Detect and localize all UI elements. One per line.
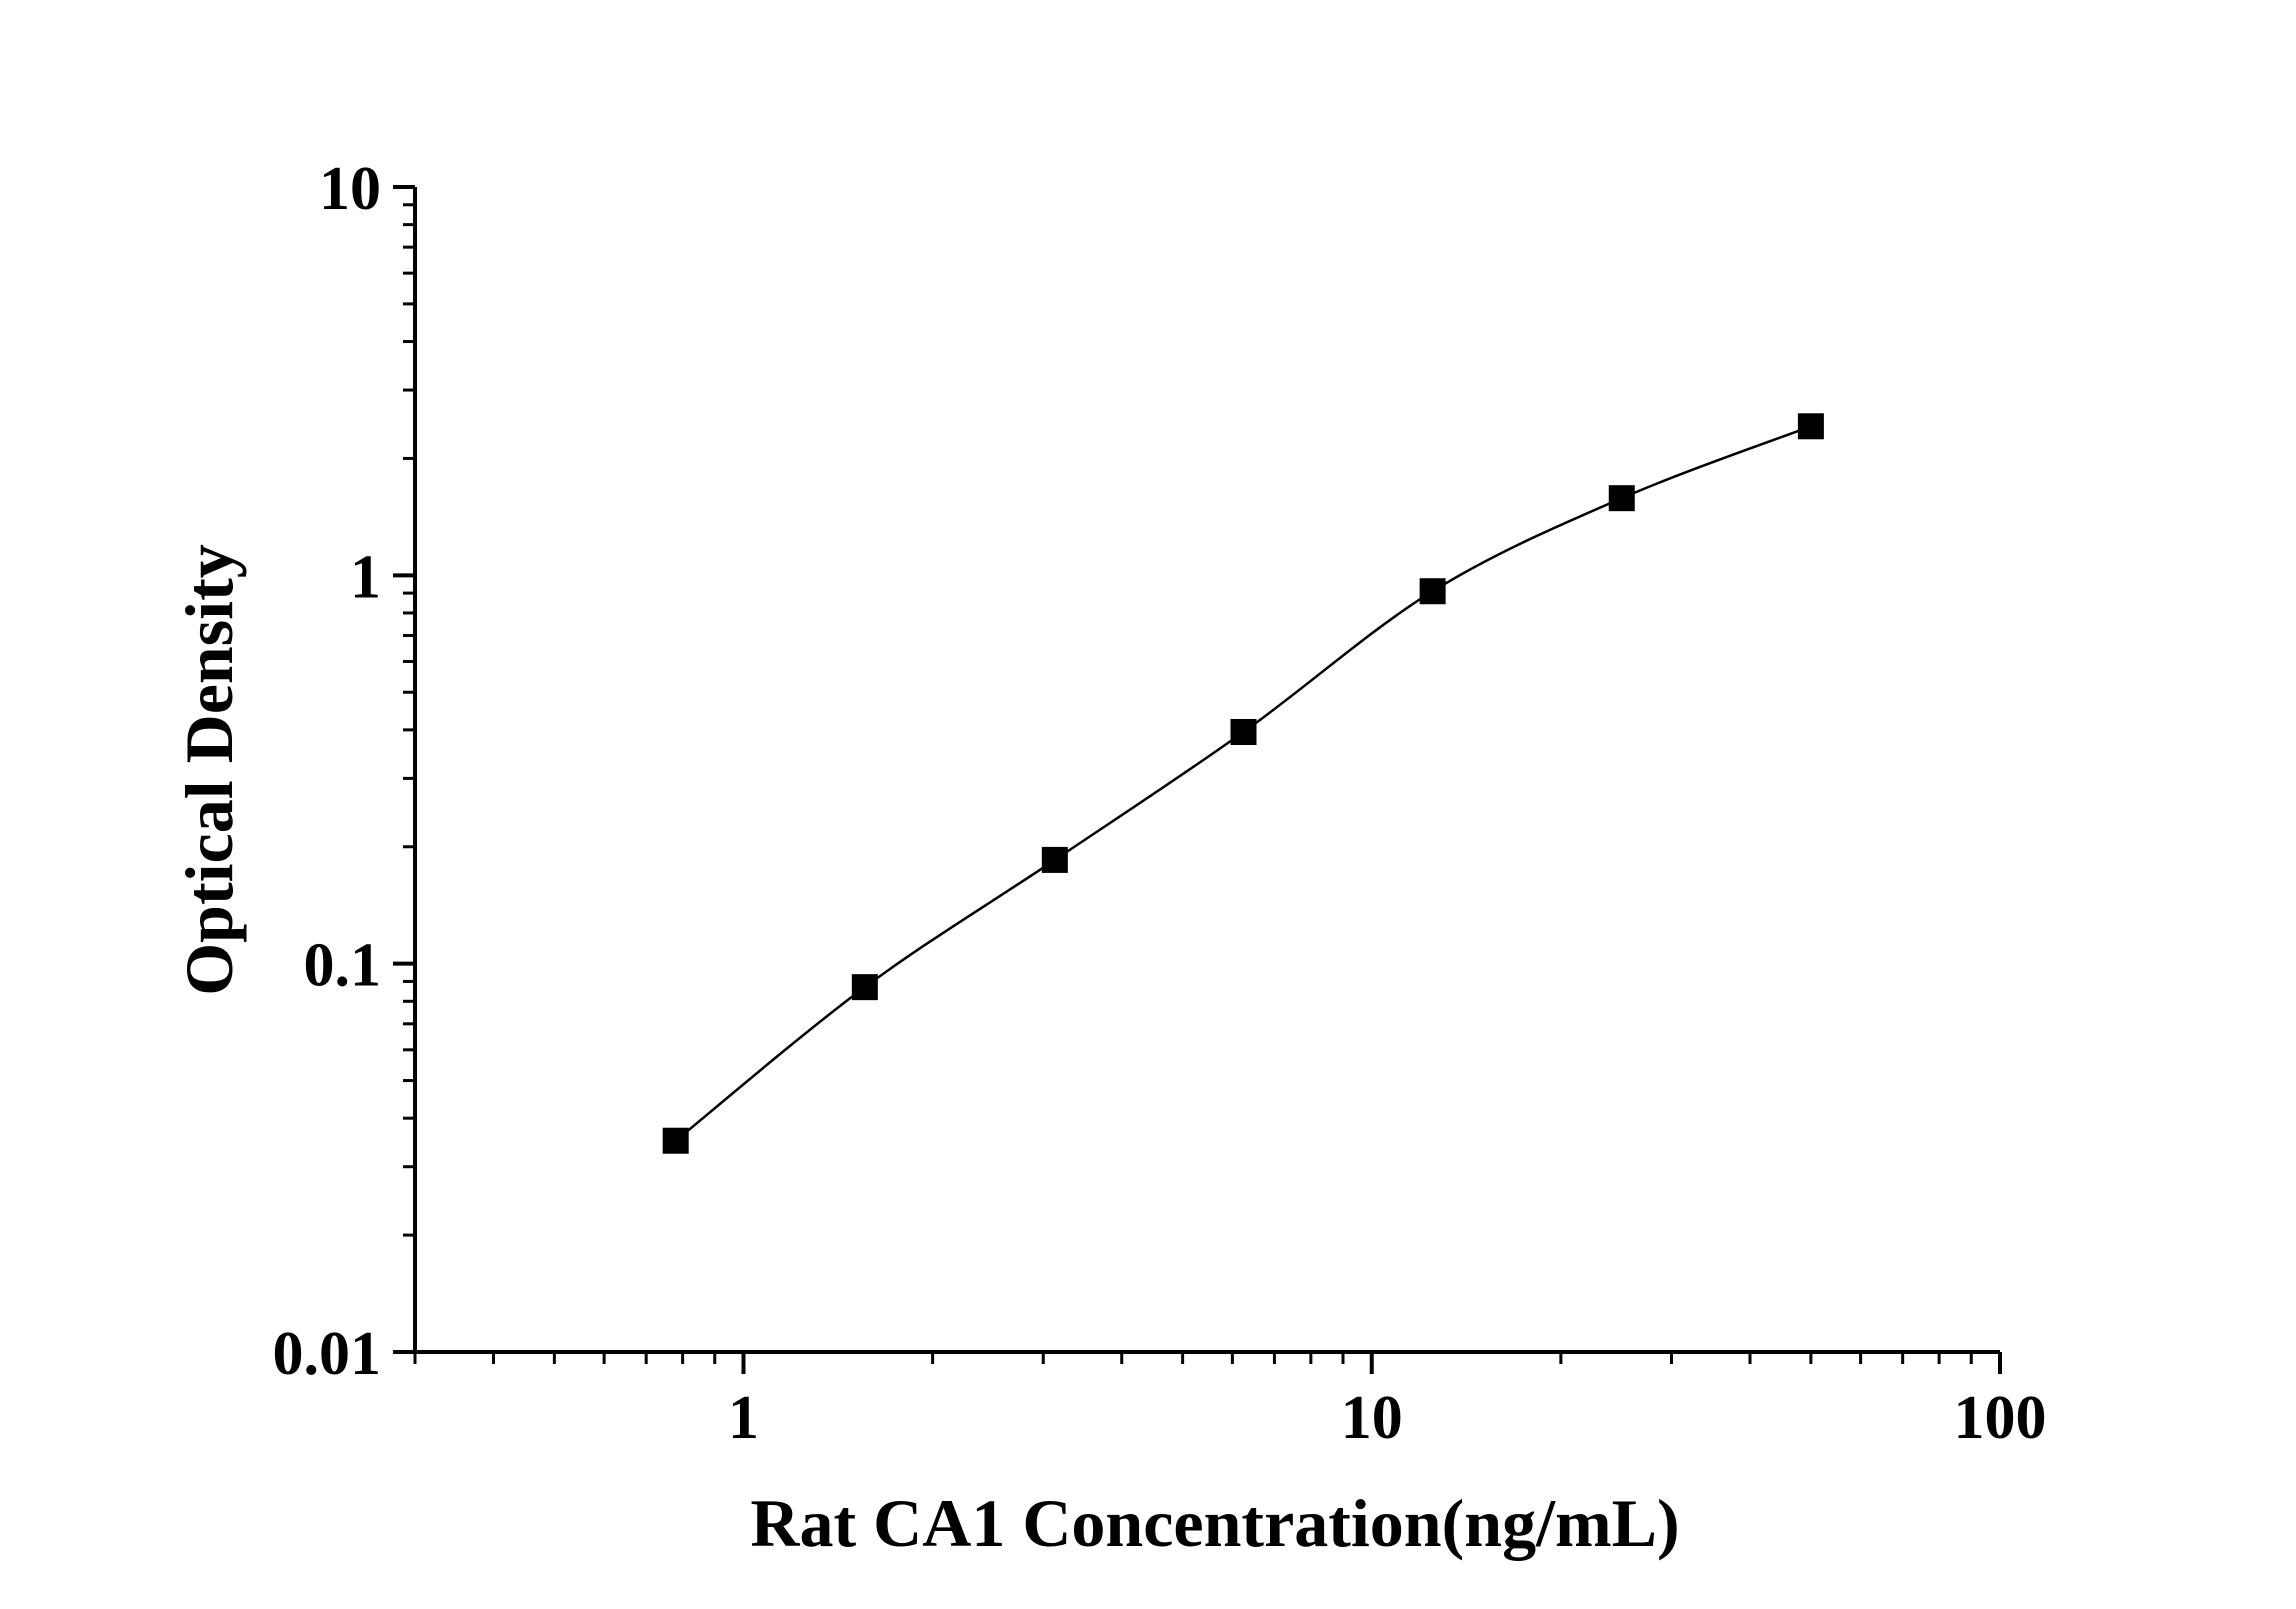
- data-point: [851, 974, 878, 1001]
- x-axis-label: Rat CA1 Concentration(ng/mL): [750, 1485, 1679, 1561]
- data-points: [662, 413, 1824, 1154]
- y-tick-label: 1: [350, 543, 381, 611]
- data-point: [1419, 578, 1446, 605]
- data-point: [662, 1127, 689, 1154]
- y-tick-label: 10: [319, 155, 381, 223]
- data-point: [1797, 413, 1824, 440]
- fit-curve: [674, 425, 1812, 1142]
- y-tick-label: 0.01: [273, 1320, 382, 1388]
- axes: [413, 187, 2000, 1354]
- ticks: 0.01 0.1 1 10 1 10 100: [273, 155, 2047, 1452]
- fit-curve-layer: [674, 425, 1812, 1142]
- y-tick-label: 0.1: [304, 932, 382, 1000]
- x-tick-label: 100: [1954, 1384, 2047, 1452]
- data-point: [1230, 718, 1257, 745]
- data-point: [1041, 846, 1068, 873]
- x-tick-label: 1: [728, 1384, 759, 1452]
- x-tick-label: 10: [1341, 1384, 1403, 1452]
- y-axis-label: Optical Density: [171, 544, 247, 995]
- data-point: [1608, 485, 1635, 512]
